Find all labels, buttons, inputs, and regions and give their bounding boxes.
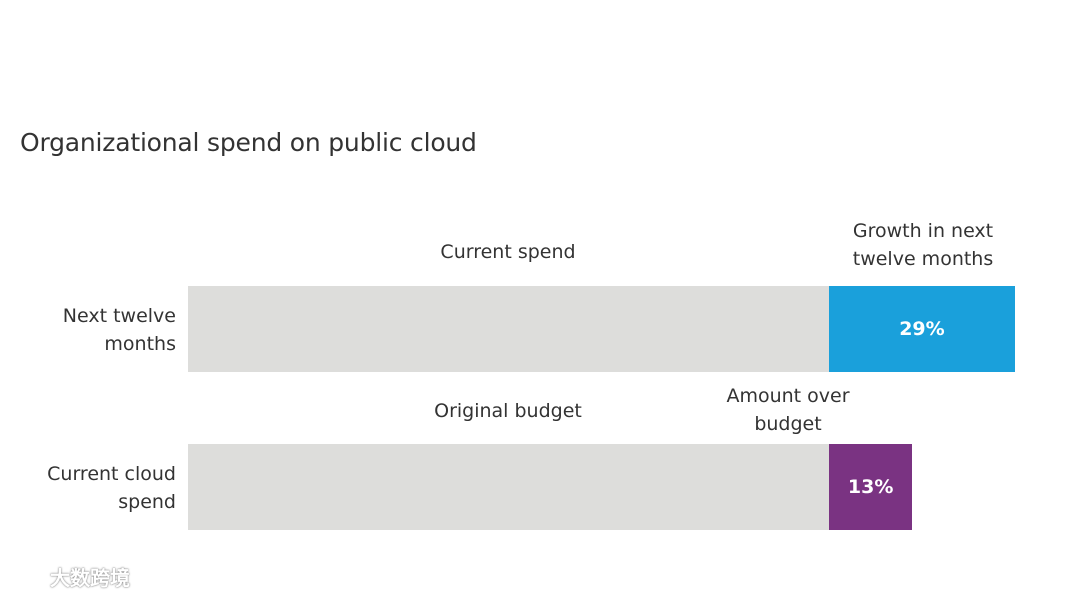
bar-current-spend [188,286,829,372]
row-label-current-cloud-spend: Current cloud spend [47,463,176,513]
chart-title: Organizational spend on public cloud [20,128,477,157]
row-label-next-twelve-months: Next twelve months [62,305,176,355]
segment-label-amount-over-budget: Amount over budget [726,385,850,435]
data-label-over-budget: 13% [847,476,894,498]
bar-amount-over-budget: 13% [829,444,913,530]
segment-label-growth: Growth in next twelve months [852,220,994,270]
watermark-logo-icon [11,567,44,586]
data-label-growth: 29% [899,318,945,340]
bar-original-budget [188,444,829,530]
bar-growth-next-twelve-months: 29% [829,286,1015,372]
watermark-text: 大数跨境 [50,566,130,590]
segment-label-original-budget: Original budget [434,400,582,422]
segment-label-current-spend: Current spend [440,241,576,263]
watermark: 大数跨境 [10,562,130,591]
